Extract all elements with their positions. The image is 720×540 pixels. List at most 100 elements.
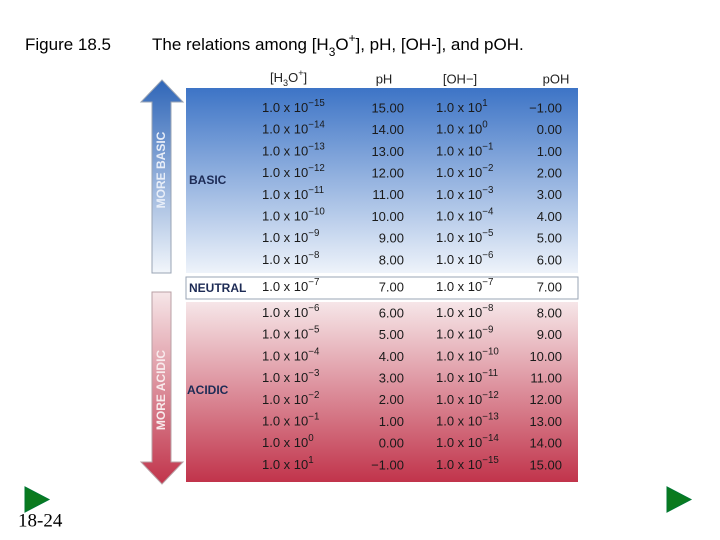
arrow-label: MORE ACIDIC: [154, 350, 168, 431]
mantissa: 1.0 x 10: [262, 305, 308, 320]
cell: 4.00: [537, 209, 562, 224]
cell: 8.00: [537, 305, 562, 320]
cell: 15.00: [529, 457, 562, 472]
cell: 14.00: [371, 122, 404, 137]
exponent: −5: [482, 228, 494, 239]
exponent: 1: [482, 98, 487, 109]
prev-button[interactable]: [24, 486, 51, 513]
mantissa: 1.0 x 10: [436, 327, 482, 342]
cell: 1.0 x 10−6: [436, 250, 493, 267]
mantissa: 1.0 x 10: [262, 414, 308, 429]
mantissa: 1.0 x 10: [436, 166, 482, 181]
section-label: NEUTRAL: [189, 281, 246, 295]
exponent: −15: [482, 455, 499, 466]
mantissa: 1.0 x 10: [262, 327, 308, 342]
next-button[interactable]: [666, 486, 693, 513]
text-segment: ]: [304, 70, 308, 85]
cell: 15.00: [371, 100, 404, 115]
basic-panel: [186, 88, 578, 273]
cell: 3.00: [379, 371, 404, 386]
cell: 1.0 x 10−12: [262, 163, 325, 180]
mantissa: 1.0 x 10: [262, 231, 308, 246]
exponent: −1: [308, 412, 319, 423]
mantissa: 1.0 x 10: [436, 305, 482, 320]
arrow-label: MORE BASIC: [154, 131, 168, 208]
cell: 1.0 x 101: [262, 455, 314, 472]
mantissa: 1.0 x 10: [262, 349, 308, 364]
mantissa: 1.0 x 10: [436, 252, 482, 267]
mantissa: 1.0 x 10: [262, 279, 308, 294]
exponent: −14: [482, 433, 499, 444]
cell: 1.0 x 10−2: [436, 163, 493, 180]
exponent: −12: [308, 163, 325, 174]
mantissa: 1.0 x 10: [436, 187, 482, 202]
column-header: pOH: [543, 71, 570, 86]
cell: 1.00: [379, 414, 404, 429]
cell: 13.00: [529, 414, 562, 429]
cell: −1.00: [371, 457, 404, 472]
exponent: −6: [482, 250, 493, 261]
cell: 1.0 x 10−13: [436, 412, 499, 429]
cell: 1.0 x 10−4: [262, 346, 320, 363]
mantissa: 1.0 x 10: [262, 122, 308, 137]
mantissa: 1.0 x 10: [436, 414, 482, 429]
cell: 12.00: [529, 392, 562, 407]
exponent: −13: [308, 141, 325, 152]
exponent: 1: [308, 455, 313, 466]
cell: 1.0 x 100: [262, 433, 314, 450]
text-segment: +: [349, 31, 356, 45]
cell: 1.0 x 10−4: [436, 207, 494, 224]
cell: 0.00: [379, 436, 404, 451]
cell: 2.00: [537, 166, 562, 181]
exponent: −14: [308, 120, 325, 131]
exponent: −5: [308, 325, 320, 336]
exponent: −10: [482, 346, 499, 357]
mantissa: 1.0 x 10: [436, 122, 482, 137]
cell: 1.0 x 10−3: [436, 185, 493, 202]
exponent: −8: [482, 303, 493, 314]
mantissa: 1.0 x 10: [262, 187, 308, 202]
cell: 11.00: [530, 371, 562, 386]
mantissa: 1.0 x 10: [436, 392, 482, 407]
cell: 1.0 x 10−11: [436, 368, 498, 385]
cell: 1.0 x 10−6: [262, 303, 319, 320]
mantissa: 1.0 x 10: [262, 392, 308, 407]
cell: 1.0 x 10−14: [436, 433, 499, 450]
section-label: BASIC: [189, 173, 227, 187]
slide-number: 18-24: [18, 510, 63, 531]
cell: 2.00: [379, 392, 404, 407]
cell: 1.0 x 10−14: [262, 120, 325, 137]
exponent: −11: [308, 185, 324, 196]
mantissa: 1.0 x 10: [436, 436, 482, 451]
exponent: −15: [308, 98, 325, 109]
cell: 9.00: [379, 231, 404, 246]
exponent: −3: [308, 368, 319, 379]
exponent: −8: [308, 250, 319, 261]
exponent: 0: [308, 433, 314, 444]
cell: 1.0 x 10−3: [262, 368, 319, 385]
cell: 5.00: [379, 327, 404, 342]
text-segment: 3: [283, 78, 288, 88]
cell: 7.00: [537, 279, 562, 294]
exponent: −10: [308, 207, 325, 218]
exponent: −2: [482, 163, 493, 174]
cell: 8.00: [379, 252, 404, 267]
cell: 10.00: [371, 209, 404, 224]
exponent: −12: [482, 390, 499, 401]
exponent: −6: [308, 303, 319, 314]
caption: The relations among [H3O+], pH, [OH-], a…: [152, 31, 524, 59]
cell: 11.00: [372, 187, 404, 202]
mantissa: 1.0 x 10: [262, 209, 308, 224]
cell: 7.00: [379, 279, 404, 294]
mantissa: 1.0 x 10: [262, 371, 308, 386]
mantissa: 1.0 x 10: [262, 457, 308, 472]
cell: 1.0 x 101: [436, 98, 488, 115]
exponent: −9: [308, 228, 319, 239]
exponent: −3: [482, 185, 493, 196]
cell: 1.0 x 10−15: [262, 98, 325, 115]
cell: 1.00: [537, 144, 562, 159]
text-segment: The relations among [H: [152, 35, 329, 54]
cell: 1.0 x 10−5: [436, 228, 494, 245]
mantissa: 1.0 x 10: [436, 371, 482, 386]
